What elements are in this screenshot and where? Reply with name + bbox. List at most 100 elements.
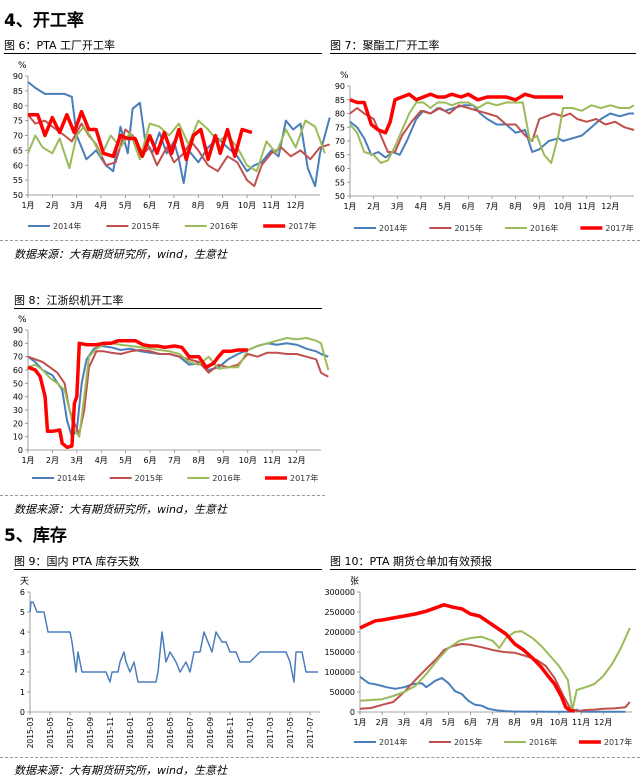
y-tick-label: 0 xyxy=(350,708,355,717)
x-tick-label: 2015-11 xyxy=(106,717,115,749)
y-tick-label: 55 xyxy=(13,176,23,185)
legend-label-3: 2017年 xyxy=(290,473,318,483)
y-tick-label: 85 xyxy=(13,87,23,96)
legend-label-1: 2015年 xyxy=(131,221,159,231)
y-tick-label: 5 xyxy=(20,608,25,617)
x-tick-label: 3月 xyxy=(391,202,404,211)
legend-label-2: 2016年 xyxy=(529,737,557,747)
series-line-2 xyxy=(359,627,631,712)
y-tick-label: 50000 xyxy=(330,688,355,697)
figure-9-caption-rule xyxy=(14,569,322,570)
y-tick-label: 55 xyxy=(335,178,345,187)
legend-label-1: 2015年 xyxy=(454,737,482,747)
x-tick-label: 2016-09 xyxy=(206,717,215,749)
y-tick-label: 60 xyxy=(13,366,23,375)
x-tick-label: 4月 xyxy=(95,456,108,465)
x-tick-label: 1月 xyxy=(21,456,34,465)
x-tick-label: 12月 xyxy=(287,456,305,465)
x-tick-label: 5月 xyxy=(438,202,451,211)
x-tick-label: 2月 xyxy=(376,718,389,727)
x-tick-label: 9月 xyxy=(530,718,543,727)
figure-7-chart: % 50 55 60 65 70 75 80 85 90 1月 2月 3月 4月 5月 6月 7月 8月 9月 10月… xyxy=(335,71,635,233)
y-tick-label: 300000 xyxy=(324,588,355,597)
y-tick-label: 150000 xyxy=(324,648,355,657)
source-note-3: 数据来源：大有期货研究所，wind，生意社 xyxy=(14,764,228,777)
y-tick-label: 70 xyxy=(13,353,23,362)
x-tick-label: 9月 xyxy=(216,201,229,210)
x-tick-label: 4月 xyxy=(414,202,427,211)
y-tick-label: 60 xyxy=(335,165,345,174)
source-separator-2 xyxy=(0,495,325,496)
x-tick-label: 8月 xyxy=(509,202,522,211)
x-tick-label: 10月 xyxy=(238,201,256,210)
y-axis-unit-label: 天 xyxy=(20,577,29,587)
x-tick-label: 2016-07 xyxy=(186,717,195,749)
x-tick-label: 2017-03 xyxy=(266,717,275,749)
x-tick-label: 8月 xyxy=(508,718,521,727)
legend-label-2: 2016年 xyxy=(212,473,240,483)
y-tick-label: 50 xyxy=(335,192,345,201)
y-axis-unit-label: % xyxy=(18,61,27,71)
legend-label-2: 2016年 xyxy=(530,223,558,233)
x-tick-label: 2017-05 xyxy=(286,717,295,749)
y-axis-unit-label: % xyxy=(340,71,349,81)
y-tick-label: 2 xyxy=(20,668,25,677)
y-tick-label: 80 xyxy=(13,102,23,111)
y-tick-label: 10 xyxy=(13,433,23,442)
x-tick-label: 5月 xyxy=(119,201,132,210)
x-tick-label: 3月 xyxy=(398,718,411,727)
source-separator-1 xyxy=(0,240,640,241)
x-tick-label: 1月 xyxy=(21,201,34,210)
series-line-0 xyxy=(29,601,318,683)
series-line-2 xyxy=(349,101,635,164)
y-tick-label: 90 xyxy=(13,326,23,335)
y-tick-label: 100000 xyxy=(324,668,355,677)
x-tick-label: 2015-03 xyxy=(26,717,35,749)
x-tick-label: 10月 xyxy=(554,202,572,211)
x-tick-label: 2015-07 xyxy=(66,717,75,749)
figure-8-chart: % 0 10 20 30 40 50 60 70 80 90 1月 2月 3月 4月 5月 6月 7月 8月 9月 10… xyxy=(13,315,330,483)
figure-6-chart: % 50 55 60 65 70 75 80 85 90 1月 2月 3月 4月 5月 6月 7月 8月 9月 10月… xyxy=(13,61,331,231)
legend-label-0: 2014年 xyxy=(57,473,85,483)
figure-8-caption-rule xyxy=(14,308,322,309)
y-tick-label: 250000 xyxy=(324,608,355,617)
y-tick-label: 20 xyxy=(13,419,23,428)
y-tick-label: 50 xyxy=(13,379,23,388)
source-separator-3 xyxy=(0,757,640,758)
x-tick-label: 2017-01 xyxy=(246,717,255,749)
y-tick-label: 80 xyxy=(335,110,345,119)
x-tick-label: 11月 xyxy=(572,718,590,727)
x-tick-label: 2015-05 xyxy=(46,717,55,749)
x-tick-label: 6月 xyxy=(462,202,475,211)
y-tick-label: 0 xyxy=(20,708,25,717)
y-axis-unit-label: 张 xyxy=(350,576,359,587)
x-tick-label: 11月 xyxy=(263,456,281,465)
figure-10-caption: 图 10：PTA 期货仓单加有效预报 xyxy=(330,555,493,568)
x-tick-label: 2016-11 xyxy=(226,717,235,749)
y-tick-label: 75 xyxy=(13,117,23,126)
figure-10-caption-rule xyxy=(330,569,636,570)
series-line-3 xyxy=(359,603,575,713)
legend-label-0: 2014年 xyxy=(379,223,407,233)
figure-7-caption: 图 7：聚酯工厂开工率 xyxy=(330,39,440,52)
x-tick-label: 3月 xyxy=(70,456,83,465)
y-tick-label: 75 xyxy=(335,123,345,132)
y-tick-label: 30 xyxy=(13,406,23,415)
legend-label-3: 2017年 xyxy=(605,223,633,233)
x-tick-label: 9月 xyxy=(533,202,546,211)
x-tick-label: 12月 xyxy=(594,718,612,727)
x-tick-label: 1月 xyxy=(343,202,356,211)
series-line-3 xyxy=(28,109,253,162)
x-tick-label: 2月 xyxy=(46,456,59,465)
figure-6-caption-rule xyxy=(4,53,322,54)
x-tick-label: 6月 xyxy=(464,718,477,727)
x-tick-label: 12月 xyxy=(601,202,619,211)
x-tick-label: 10月 xyxy=(239,456,257,465)
figure-6-caption: 图 6：PTA 工厂开工率 xyxy=(4,39,116,52)
y-tick-label: 6 xyxy=(20,588,25,597)
source-note-2: 数据来源：大有期货研究所，wind，生意社 xyxy=(14,503,228,516)
x-tick-label: 1月 xyxy=(353,718,366,727)
x-tick-label: 11月 xyxy=(578,202,596,211)
figure-7-caption-rule xyxy=(330,53,636,54)
legend-label-0: 2014年 xyxy=(379,737,407,747)
